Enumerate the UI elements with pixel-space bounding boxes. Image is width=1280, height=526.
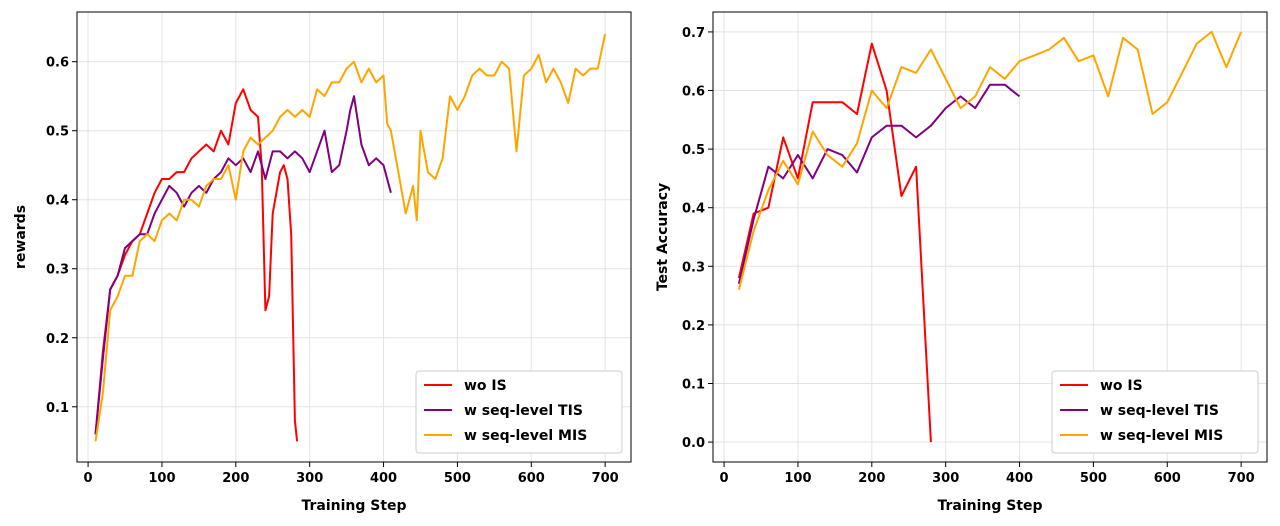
x-tick-label: 500 bbox=[444, 471, 471, 486]
series-line-3 bbox=[94, 33, 607, 442]
y-tick-label: 0.4 bbox=[682, 202, 705, 217]
x-tick-label: 400 bbox=[370, 471, 397, 486]
y-tick-label: 0.3 bbox=[682, 260, 705, 275]
y-tick-label: 0.6 bbox=[682, 85, 705, 100]
y-tick-label: 0.5 bbox=[46, 125, 69, 140]
legend-label: w seq-level MIS bbox=[1100, 428, 1223, 444]
legend-label: wo IS bbox=[1100, 378, 1143, 394]
x-axis-label: Training Step bbox=[301, 498, 406, 514]
x-tick-label: 300 bbox=[932, 471, 959, 486]
x-tick-label: 700 bbox=[592, 471, 619, 486]
x-tick-label: 200 bbox=[858, 471, 885, 486]
chart-1: 0 100 200 300 400 500 600 700 0.1 0.2 0.3 0.4 0.5 0.6… bbox=[13, 11, 632, 514]
x-tick-label: 0 bbox=[720, 471, 729, 486]
y-axis-label: rewards bbox=[13, 205, 29, 269]
series-line-2 bbox=[737, 83, 1021, 285]
legend: wo IS w seq-level TIS w seq-level MIS bbox=[1051, 370, 1259, 454]
y-tick-label: 0.1 bbox=[46, 401, 69, 416]
x-tick-label: 400 bbox=[1006, 471, 1033, 486]
y-tick-label: 0.4 bbox=[46, 194, 69, 209]
legend-label: wo IS bbox=[464, 378, 507, 394]
x-tick-label: 0 bbox=[84, 471, 93, 486]
legend-box bbox=[415, 370, 623, 454]
y-tick-label: 0.6 bbox=[46, 56, 69, 71]
y-tick-label: 0.3 bbox=[46, 263, 69, 278]
y-tick-label: 0.2 bbox=[682, 319, 705, 334]
x-tick-label: 600 bbox=[518, 471, 545, 486]
x-tick-label: 100 bbox=[784, 471, 811, 486]
x-tick-label: 300 bbox=[296, 471, 323, 486]
series-line-1 bbox=[94, 88, 299, 442]
y-tick-label: 0.5 bbox=[682, 143, 705, 158]
x-tick-label: 500 bbox=[1080, 471, 1107, 486]
x-axis-label: Training Step bbox=[937, 498, 1042, 514]
chart-2: 0 100 200 300 400 500 600 700 0.0 0.1 0.2 0.3 0.4 0.5… bbox=[655, 11, 1268, 514]
plot-frame bbox=[712, 11, 1268, 463]
legend-label: w seq-level TIS bbox=[464, 403, 583, 419]
legend-label: w seq-level MIS bbox=[464, 428, 587, 444]
x-tick-label: 600 bbox=[1154, 471, 1181, 486]
series-line-3 bbox=[737, 30, 1243, 290]
legend-label: w seq-level TIS bbox=[1100, 403, 1219, 419]
legend-box bbox=[1051, 370, 1259, 454]
legend: wo IS w seq-level TIS w seq-level MIS bbox=[415, 370, 623, 454]
plot-frame bbox=[76, 11, 632, 463]
y-tick-label: 0.2 bbox=[46, 332, 69, 347]
x-tick-label: 200 bbox=[222, 471, 249, 486]
x-tick-label: 700 bbox=[1228, 471, 1255, 486]
series-line-1 bbox=[737, 42, 932, 443]
y-tick-label: 0.0 bbox=[682, 436, 705, 451]
x-tick-label: 100 bbox=[148, 471, 175, 486]
series-line-2 bbox=[94, 95, 392, 435]
y-axis-label: Test Accuracy bbox=[655, 183, 671, 291]
y-tick-label: 0.1 bbox=[682, 377, 705, 392]
y-tick-label: 0.7 bbox=[682, 26, 705, 41]
